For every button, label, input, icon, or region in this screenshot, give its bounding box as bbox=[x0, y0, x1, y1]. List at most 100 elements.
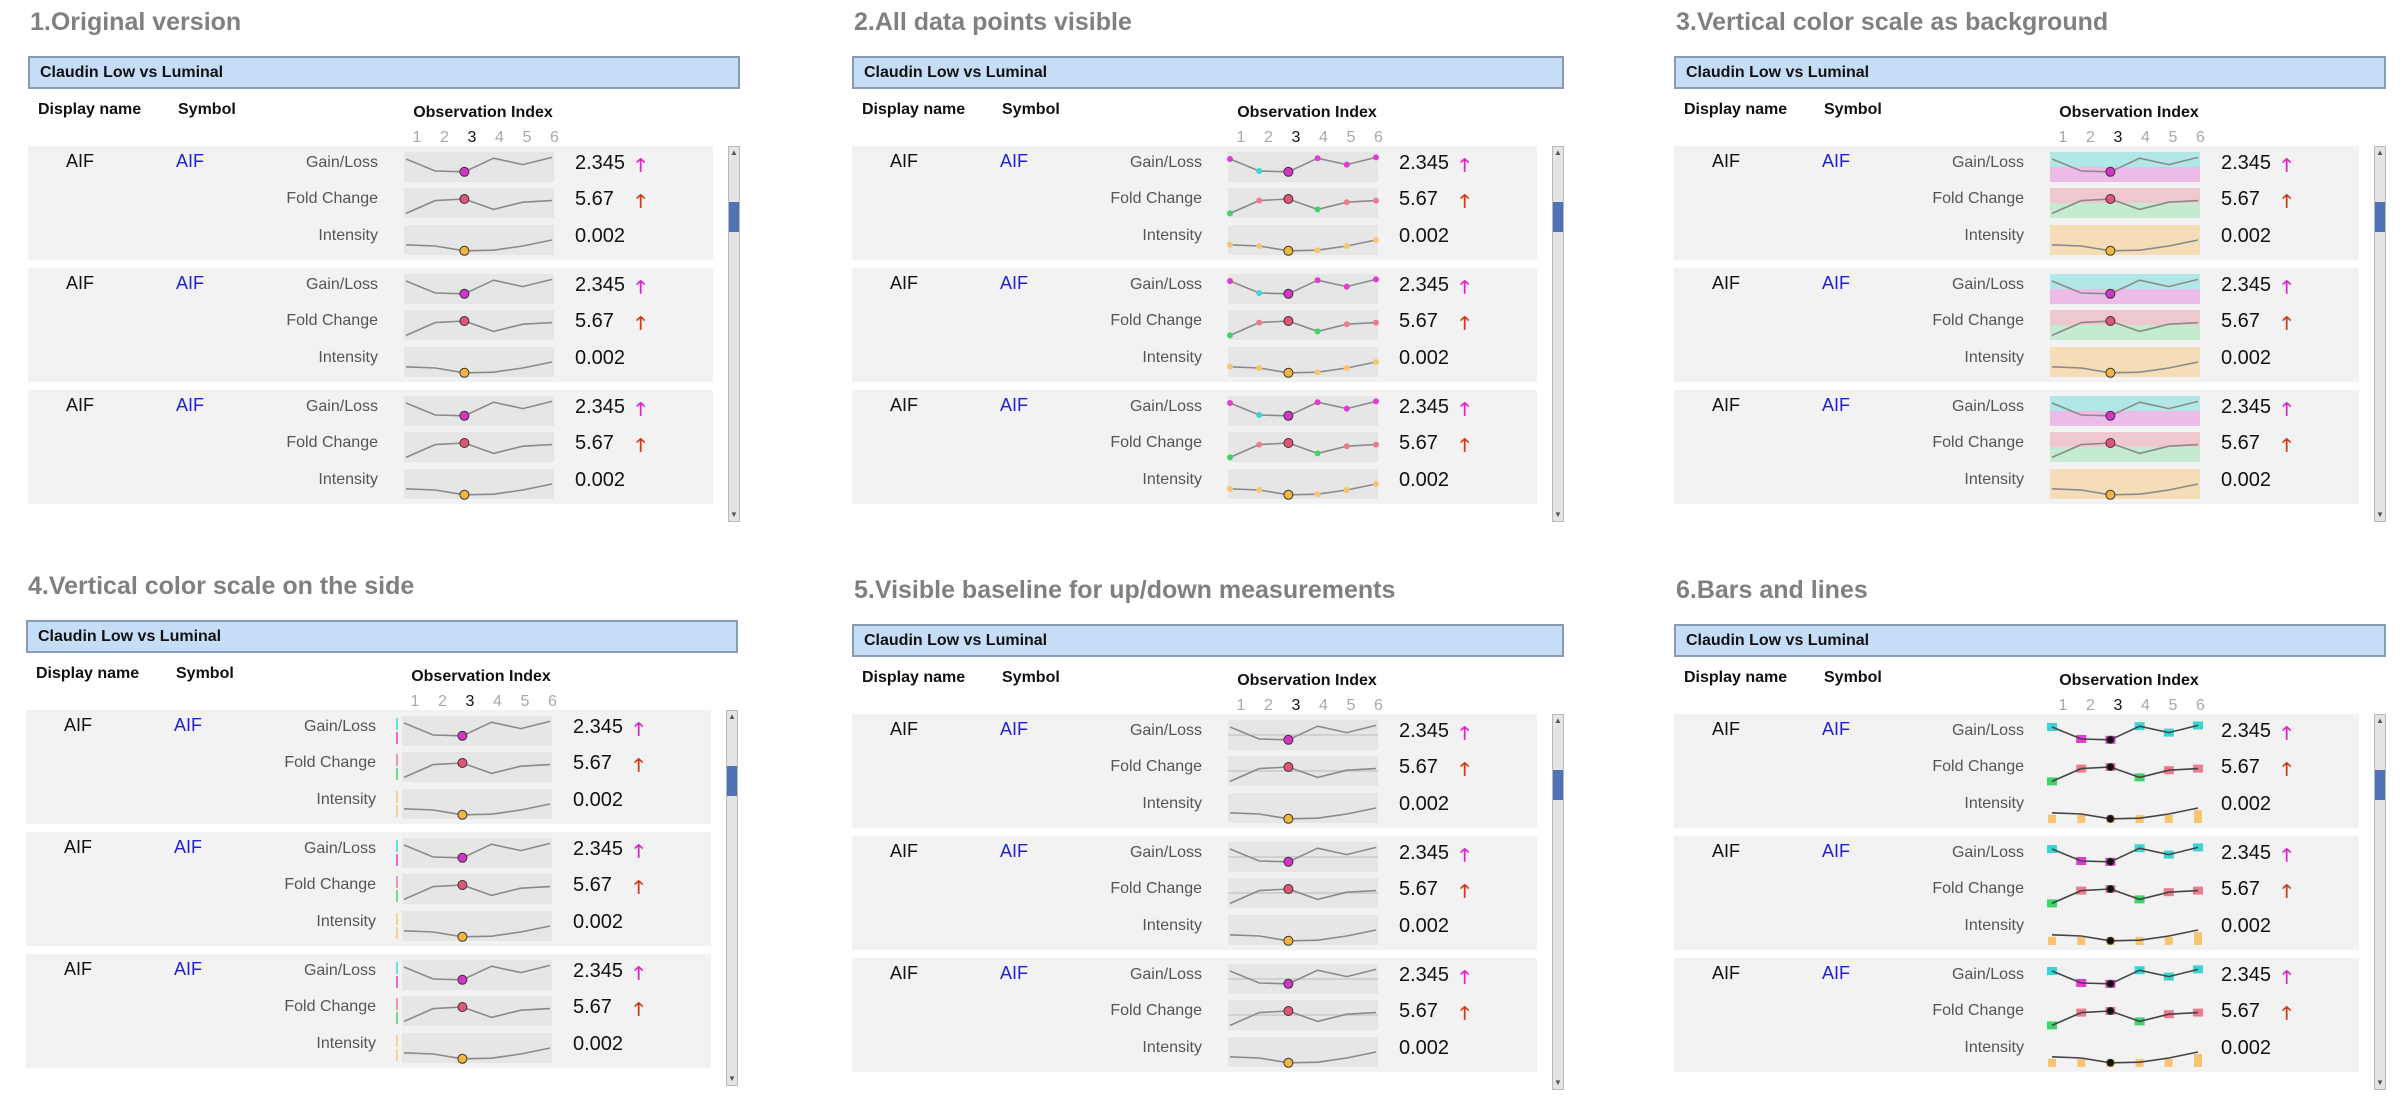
up-arrow-icon: 🡑 bbox=[1460, 155, 1470, 175]
scrollbar[interactable]: ▲ ▼ bbox=[726, 710, 738, 1086]
series-line bbox=[1229, 888, 1377, 905]
series-line bbox=[405, 198, 553, 215]
x-tick-label: 5 bbox=[522, 129, 532, 146]
symbol-link[interactable]: AIF bbox=[1000, 841, 1029, 861]
symbol-link[interactable]: AIF bbox=[1000, 963, 1029, 983]
scroll-down-icon[interactable]: ▼ bbox=[1554, 1078, 1562, 1087]
highlighted-point bbox=[2106, 1007, 2115, 1015]
table-row: AIF AIF Gain/Loss 2.345 🡑 Fold Change 5.67 🡑 Int… bbox=[26, 710, 711, 824]
data-point bbox=[1314, 491, 1321, 498]
scroll-thumb[interactable] bbox=[2375, 202, 2385, 232]
up-arrow-icon: 🡑 bbox=[634, 963, 644, 983]
symbol-link[interactable]: AIF bbox=[1822, 963, 1851, 983]
metric-label: Fold Change bbox=[1932, 880, 2024, 897]
metric-label: Fold Change bbox=[284, 876, 376, 893]
symbol-link[interactable]: AIF bbox=[1000, 151, 1029, 171]
symbol-link[interactable]: AIF bbox=[1000, 273, 1029, 293]
sparkline-fold-change bbox=[2047, 763, 2203, 786]
symbol-link[interactable]: AIF bbox=[1822, 841, 1851, 861]
scroll-up-icon[interactable]: ▲ bbox=[1554, 716, 1562, 725]
color-scale-positive bbox=[2050, 310, 2200, 325]
metric-label: Fold Change bbox=[1110, 190, 1202, 207]
highlighted-point bbox=[1283, 194, 1294, 204]
up-arrow-icon: 🡑 bbox=[2282, 967, 2292, 987]
metric-value: 2.345 bbox=[1399, 396, 1450, 418]
x-tick-label: 5 bbox=[1346, 129, 1356, 146]
x-tick-label: 1 bbox=[1236, 697, 1246, 714]
series-line bbox=[405, 400, 553, 417]
display-name-header: Display name bbox=[36, 665, 140, 682]
data-point bbox=[1314, 369, 1321, 376]
data-bar bbox=[2047, 899, 2057, 908]
data-bar bbox=[2047, 1021, 2057, 1030]
metric-label: Gain/Loss bbox=[305, 398, 378, 415]
scroll-down-icon[interactable]: ▼ bbox=[2376, 1078, 2384, 1087]
sparkline-intensity bbox=[396, 789, 552, 820]
series-line bbox=[1229, 766, 1377, 783]
series-line bbox=[403, 762, 551, 779]
symbol-link[interactable]: AIF bbox=[1822, 719, 1851, 739]
symbol-link[interactable]: AIF bbox=[1000, 395, 1029, 415]
metric-value: 2.345 bbox=[2221, 842, 2272, 864]
scroll-up-icon[interactable]: ▲ bbox=[2376, 148, 2384, 157]
metric-label: Gain/Loss bbox=[1951, 276, 2024, 293]
metric-label: Intensity bbox=[1142, 471, 1202, 488]
sparkline-gain-loss bbox=[2047, 843, 2203, 866]
highlighted-point bbox=[1283, 316, 1294, 326]
scroll-up-icon[interactable]: ▲ bbox=[728, 712, 736, 721]
symbol-link[interactable]: AIF bbox=[1822, 273, 1851, 293]
metric-label: Gain/Loss bbox=[303, 962, 376, 979]
scroll-up-icon[interactable]: ▲ bbox=[2376, 716, 2384, 725]
scroll-thumb[interactable] bbox=[729, 202, 739, 232]
data-bar bbox=[2077, 937, 2086, 945]
symbol-link[interactable]: AIF bbox=[1000, 719, 1029, 739]
metric-value: 2.345 bbox=[2221, 152, 2272, 174]
scroll-up-icon[interactable]: ▲ bbox=[1554, 148, 1562, 157]
scroll-thumb[interactable] bbox=[2375, 770, 2385, 800]
symbol-link[interactable]: AIF bbox=[174, 715, 203, 735]
series-line bbox=[2051, 361, 2199, 374]
sparkline-intensity bbox=[2048, 1051, 2202, 1067]
sparkline-bg bbox=[404, 432, 554, 462]
up-arrow-icon: 🡑 bbox=[1460, 845, 1470, 865]
data-point bbox=[1343, 199, 1350, 206]
scroll-thumb[interactable] bbox=[1553, 202, 1563, 232]
sparkline-gain-loss bbox=[404, 152, 554, 182]
up-arrow-icon: 🡑 bbox=[1460, 723, 1470, 743]
up-arrow-icon: 🡑 bbox=[2282, 277, 2292, 297]
scrollbar[interactable]: ▲ ▼ bbox=[1552, 714, 1564, 1090]
display-name-cell: AIF bbox=[1712, 719, 1741, 739]
x-tick-label: 3 bbox=[1291, 697, 1301, 714]
scroll-up-icon[interactable]: ▲ bbox=[730, 148, 738, 157]
display-name-cell: AIF bbox=[64, 959, 93, 979]
scroll-down-icon[interactable]: ▼ bbox=[2376, 510, 2384, 519]
metric-label: Gain/Loss bbox=[1129, 276, 1202, 293]
symbol-link[interactable]: AIF bbox=[1822, 395, 1851, 415]
metric-label: Gain/Loss bbox=[303, 840, 376, 857]
scroll-down-icon[interactable]: ▼ bbox=[1554, 510, 1562, 519]
table-row: AIF AIF Gain/Loss 2.345 🡑 Fold Change 5.67 🡑 Int… bbox=[852, 958, 1537, 1072]
sparkline-intensity bbox=[2050, 225, 2200, 256]
symbol-link[interactable]: AIF bbox=[176, 395, 205, 415]
symbol-link[interactable]: AIF bbox=[176, 273, 205, 293]
metric-label: Fold Change bbox=[286, 312, 378, 329]
series-line bbox=[1229, 361, 1377, 374]
scroll-down-icon[interactable]: ▼ bbox=[730, 510, 738, 519]
scrollbar[interactable]: ▲ ▼ bbox=[2374, 714, 2386, 1090]
up-arrow-icon: 🡑 bbox=[636, 191, 646, 211]
symbol-link[interactable]: AIF bbox=[176, 151, 205, 171]
metric-label: Fold Change bbox=[1932, 190, 2024, 207]
symbol-link[interactable]: AIF bbox=[1822, 151, 1851, 171]
scrollbar[interactable]: ▲ ▼ bbox=[1552, 146, 1564, 522]
sparkline-fold-change bbox=[2050, 310, 2200, 340]
scroll-thumb[interactable] bbox=[1553, 770, 1563, 800]
scroll-thumb[interactable] bbox=[727, 766, 737, 796]
symbol-link[interactable]: AIF bbox=[174, 959, 203, 979]
scrollbar[interactable]: ▲ ▼ bbox=[2374, 146, 2386, 522]
highlighted-point bbox=[459, 438, 470, 448]
series-line bbox=[2051, 724, 2199, 741]
scroll-down-icon[interactable]: ▼ bbox=[728, 1074, 736, 1083]
symbol-link[interactable]: AIF bbox=[174, 837, 203, 857]
scrollbar[interactable]: ▲ ▼ bbox=[728, 146, 740, 522]
metric-value: 5.67 bbox=[573, 996, 612, 1018]
